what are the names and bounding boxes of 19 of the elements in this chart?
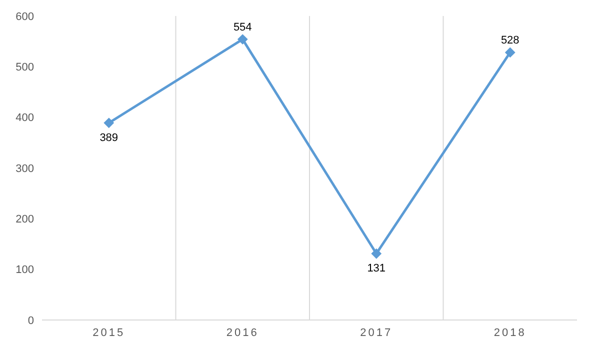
x-tick-label: 2016 — [226, 326, 259, 339]
y-tick-label: 0 — [28, 314, 34, 327]
point — [371, 248, 382, 259]
x-tick-label: 2018 — [494, 326, 526, 339]
point — [238, 34, 248, 44]
data-label: 528 — [500, 34, 520, 46]
x-tick-label: 2015 — [92, 326, 126, 339]
y-tick-label: 200 — [16, 214, 34, 226]
y-tick-label: 100 — [16, 264, 34, 276]
y-tick-label: 400 — [16, 112, 34, 124]
x-tick-label: 2017 — [360, 326, 393, 339]
y-tick-label: 500 — [16, 62, 34, 74]
y-tick-label: 600 — [16, 10, 34, 23]
point — [104, 118, 114, 128]
point — [505, 47, 516, 58]
data-label: 389 — [100, 132, 118, 144]
data-label: 554 — [233, 21, 252, 34]
y-tick-label: 300 — [16, 162, 34, 175]
data-label: 131 — [367, 262, 386, 275]
